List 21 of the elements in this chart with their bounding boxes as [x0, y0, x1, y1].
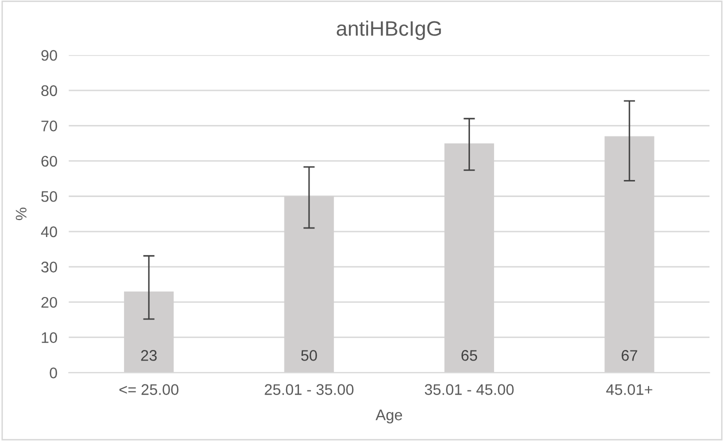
- y-tick-label: 80: [41, 85, 58, 96]
- x-tick-label: <= 25.00: [119, 384, 178, 395]
- y-tick-label: 60: [41, 156, 58, 167]
- x-axis-title: Age: [376, 410, 402, 424]
- data-label: 23: [141, 350, 157, 361]
- x-tick-label: 45.01+: [606, 384, 652, 395]
- y-tick-label: 0: [50, 368, 58, 378]
- data-label: 65: [462, 350, 478, 361]
- x-tick-label: 25.01 - 35.00: [264, 384, 354, 395]
- y-axis-title: %: [16, 208, 26, 220]
- y-tick-label: 40: [41, 226, 58, 238]
- y-tick-label: 10: [42, 332, 58, 344]
- y-tick-label: 20: [41, 296, 58, 308]
- y-tick-label: 70: [41, 120, 58, 132]
- data-label: 67: [622, 350, 638, 361]
- chart-title: antiHBcIgG: [336, 20, 441, 40]
- y-tick-label: 50: [41, 191, 58, 202]
- x-tick-label: 35.01 - 45.00: [424, 384, 514, 395]
- data-label: 50: [301, 350, 317, 361]
- y-tick-label: 30: [41, 262, 58, 272]
- y-tick-label: 90: [41, 50, 58, 61]
